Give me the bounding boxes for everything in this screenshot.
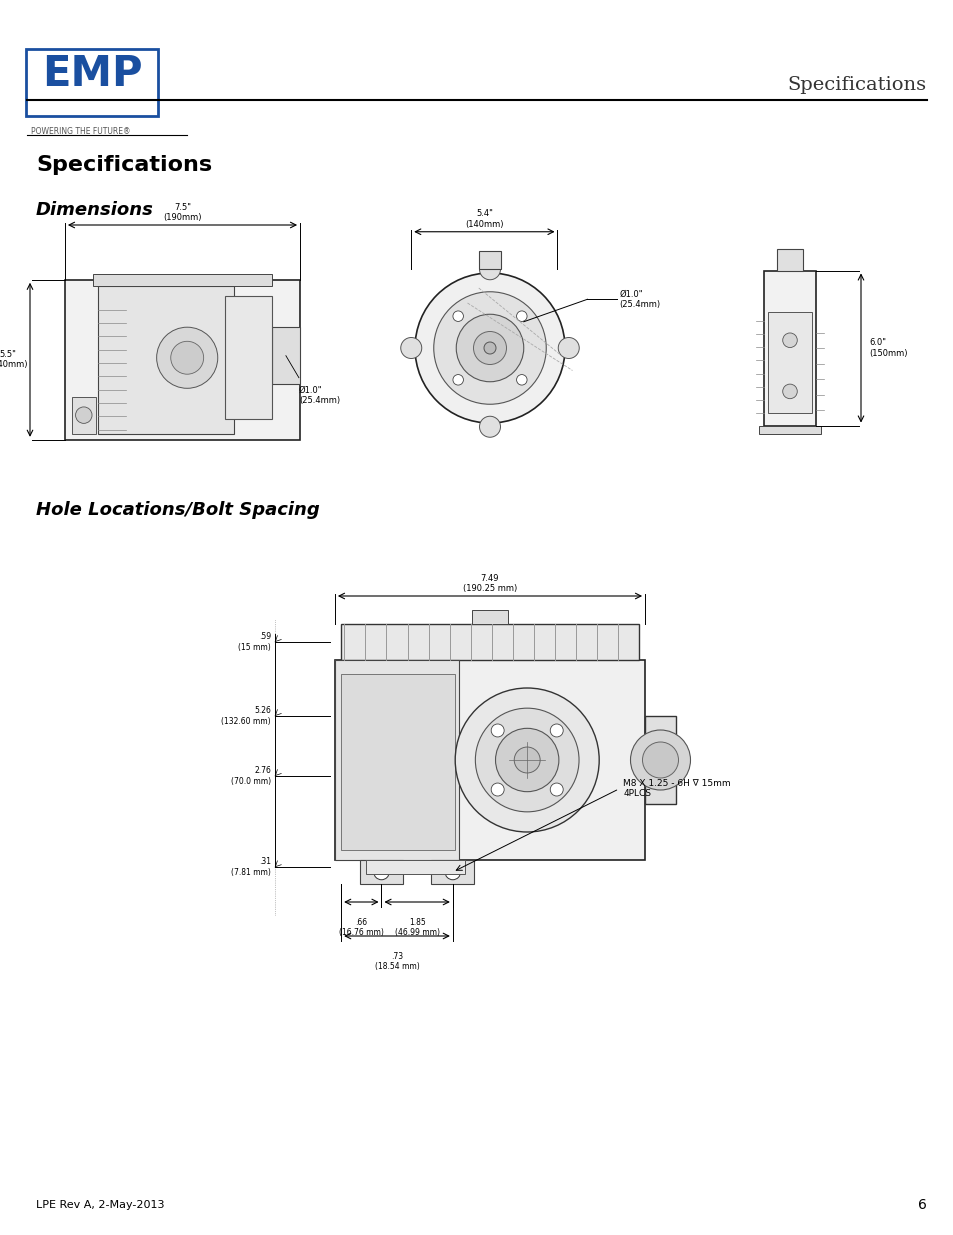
Bar bbox=[359, 860, 403, 884]
Text: .31
(7.81 mm): .31 (7.81 mm) bbox=[231, 857, 271, 877]
Text: 2.76
(70.0 mm): 2.76 (70.0 mm) bbox=[231, 766, 271, 785]
Bar bbox=[767, 312, 811, 412]
Circle shape bbox=[455, 688, 598, 832]
Circle shape bbox=[781, 333, 797, 347]
Circle shape bbox=[495, 729, 558, 792]
Circle shape bbox=[479, 259, 500, 280]
Bar bbox=[225, 296, 272, 419]
Circle shape bbox=[491, 783, 503, 797]
Circle shape bbox=[156, 327, 217, 388]
Text: Specifications: Specifications bbox=[36, 156, 212, 175]
Bar bbox=[366, 860, 465, 874]
Text: 6: 6 bbox=[917, 1198, 926, 1212]
Circle shape bbox=[171, 341, 203, 374]
Text: 7.49
(190.25 mm): 7.49 (190.25 mm) bbox=[462, 573, 517, 593]
Text: .66
(16.76 mm): .66 (16.76 mm) bbox=[338, 918, 383, 937]
Circle shape bbox=[483, 342, 496, 354]
Circle shape bbox=[453, 311, 463, 321]
Text: M8 X 1.25 - 6H ∇ 15mm
4PLCS: M8 X 1.25 - 6H ∇ 15mm 4PLCS bbox=[622, 779, 730, 799]
Text: POWERING THE FUTURE®: POWERING THE FUTURE® bbox=[30, 127, 131, 136]
Bar bbox=[472, 610, 507, 624]
Bar bbox=[65, 280, 299, 440]
Circle shape bbox=[630, 730, 690, 790]
Circle shape bbox=[374, 864, 389, 879]
Circle shape bbox=[550, 783, 562, 797]
Bar bbox=[98, 287, 233, 433]
Bar bbox=[72, 396, 95, 433]
Text: 5.5"
(140mm): 5.5" (140mm) bbox=[0, 350, 28, 369]
Bar bbox=[763, 270, 815, 426]
Text: LPE Rev A, 2-May-2013: LPE Rev A, 2-May-2013 bbox=[36, 1200, 164, 1210]
Circle shape bbox=[514, 747, 539, 773]
Circle shape bbox=[475, 708, 578, 811]
Text: 7.5"
(190mm): 7.5" (190mm) bbox=[163, 203, 201, 222]
Circle shape bbox=[479, 416, 500, 437]
Text: Hole Locations/Bolt Spacing: Hole Locations/Bolt Spacing bbox=[36, 501, 319, 519]
Bar bbox=[341, 674, 455, 850]
Circle shape bbox=[516, 311, 526, 321]
Text: 5.26
(132.60 mm): 5.26 (132.60 mm) bbox=[221, 706, 271, 726]
Text: .59
(15 mm): .59 (15 mm) bbox=[238, 632, 271, 652]
Circle shape bbox=[453, 374, 463, 385]
Circle shape bbox=[558, 337, 578, 358]
Text: 6.0"
(150mm): 6.0" (150mm) bbox=[868, 338, 906, 358]
Text: 1.85
(46.99 mm): 1.85 (46.99 mm) bbox=[395, 918, 439, 937]
Text: Ø1.0"
(25.4mm): Ø1.0" (25.4mm) bbox=[618, 289, 659, 309]
Bar bbox=[431, 860, 474, 884]
Bar bbox=[335, 659, 644, 860]
Bar bbox=[341, 624, 639, 659]
Bar bbox=[759, 426, 821, 433]
Circle shape bbox=[781, 384, 797, 399]
Bar bbox=[272, 327, 299, 384]
Bar bbox=[776, 248, 802, 270]
Circle shape bbox=[456, 314, 523, 382]
Circle shape bbox=[400, 337, 421, 358]
Text: Ø1.0"
(25.4mm): Ø1.0" (25.4mm) bbox=[298, 385, 339, 405]
Circle shape bbox=[641, 742, 678, 778]
Bar bbox=[478, 251, 500, 269]
Text: .73
(18.54 mm): .73 (18.54 mm) bbox=[375, 952, 419, 972]
Circle shape bbox=[473, 331, 506, 364]
Circle shape bbox=[550, 724, 562, 737]
Bar bbox=[93, 274, 272, 287]
Circle shape bbox=[516, 374, 526, 385]
Circle shape bbox=[491, 724, 503, 737]
Circle shape bbox=[445, 864, 460, 879]
Bar bbox=[644, 716, 676, 804]
Circle shape bbox=[434, 291, 546, 404]
Text: Dimensions: Dimensions bbox=[36, 201, 153, 219]
FancyBboxPatch shape bbox=[26, 49, 158, 116]
Text: 5.4"
(140mm): 5.4" (140mm) bbox=[465, 210, 503, 228]
Bar bbox=[335, 659, 458, 860]
Circle shape bbox=[75, 406, 91, 424]
Text: Specifications: Specifications bbox=[787, 77, 926, 94]
Text: EMP: EMP bbox=[42, 53, 142, 95]
Circle shape bbox=[415, 273, 564, 424]
